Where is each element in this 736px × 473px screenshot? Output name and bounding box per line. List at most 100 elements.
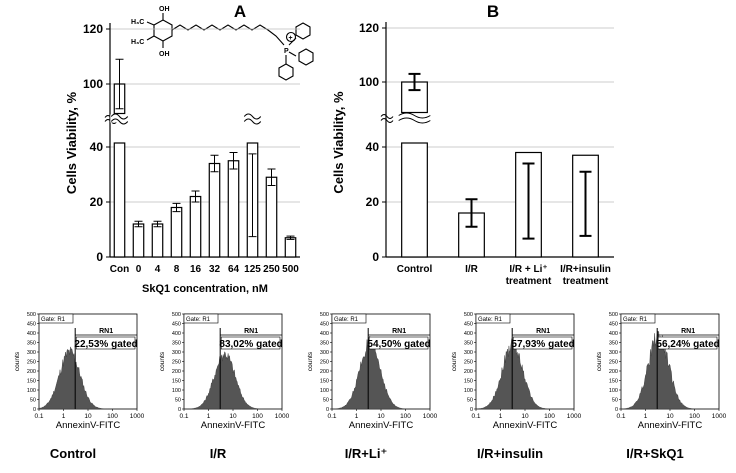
category-label: 0 [136, 264, 142, 275]
bar [132, 223, 145, 258]
x-tick-label: 1 [207, 413, 211, 420]
methyl-bottom-label: H₃C [131, 39, 144, 46]
x-axis-label: AnnexinV-FITC [201, 420, 266, 431]
y-axis-label: counts [14, 351, 21, 371]
histogram-panel: Gate: R1 RN1 57,93% gated 0 50 100 150 200 250 30… [451, 312, 582, 461]
bar-group [170, 202, 183, 258]
axis-break-mark [380, 114, 394, 119]
y-tick-label: 0 [615, 407, 618, 413]
gated-box [657, 336, 718, 350]
y-tick-label: 250 [464, 360, 473, 366]
category-label: 4 [155, 264, 161, 275]
bar [265, 176, 278, 258]
y-tick-label: 200 [320, 369, 329, 375]
x-tick-label: 10 [84, 413, 92, 420]
category-label: 16 [190, 264, 202, 275]
region-label: RN1 [392, 328, 406, 335]
category-label: Control [397, 264, 433, 275]
y-tick-label: 450 [27, 322, 36, 328]
x-tick-label: 10 [521, 413, 529, 420]
chart-a: 0 20 40 100 120 Cells Viability, % Con 0 4 8 16 32 6… [64, 22, 300, 295]
x-tick-label: 100 [252, 413, 263, 420]
y-tick-label: 250 [27, 360, 36, 366]
charge-label: + [289, 35, 293, 42]
methyl-top-label: H₃C [131, 19, 144, 26]
bar-group [243, 113, 262, 258]
y-tick-label: 400 [464, 331, 473, 337]
panel-a-title: A [234, 2, 246, 21]
bar-break-mark [110, 113, 129, 120]
y-tick-label: 400 [320, 331, 329, 337]
y-tick-label: 350 [320, 341, 329, 347]
bar-group [284, 235, 297, 258]
y-tick-label: 50 [175, 398, 181, 404]
y-tick-label: 100 [464, 388, 473, 394]
x-axis-label: AnnexinV-FITC [349, 420, 414, 431]
panel-b-title: B [487, 2, 499, 21]
y-axis-label: Cells Viability, % [331, 91, 346, 194]
y-tick-label: 350 [27, 341, 36, 347]
y-tick-label: 450 [464, 322, 473, 328]
gated-percent: 22,53% gated [74, 339, 137, 350]
category-label: treatment [506, 276, 552, 287]
y-tick-label: 400 [609, 331, 618, 337]
histogram-area [184, 351, 282, 410]
category-label: 32 [209, 264, 221, 275]
bar-group [515, 151, 542, 258]
y-tick-label: 100 [172, 388, 181, 394]
bar-group [572, 154, 599, 258]
x-tick-label: 100 [107, 413, 118, 420]
chart-b: 0 20 40 100 120 Cells Viability, % Control I/R I… [331, 21, 614, 287]
hydroxyl-top-label: OH [159, 6, 170, 13]
x-tick-label: 1000 [130, 413, 145, 420]
bar-break-gap [243, 114, 262, 123]
y-tick-label: 50 [467, 398, 473, 404]
y-tick-label: 50 [30, 398, 36, 404]
bar-break-mark [398, 117, 431, 124]
bar-break-mark [110, 118, 129, 125]
gated-percent: 56,24% gated [656, 339, 719, 350]
x-tick-label: 1 [499, 413, 503, 420]
y-tick-label: 50 [612, 398, 618, 404]
x-tick-label: 100 [544, 413, 555, 420]
category-label: 500 [282, 264, 299, 275]
gated-percent: 83,02% gated [219, 339, 282, 350]
x-axis-label: AnnexinV-FITC [56, 420, 121, 431]
category-label: I/R+insulin [560, 264, 611, 275]
category-label: I/R [465, 264, 479, 275]
bar [189, 195, 202, 258]
gate-box [475, 313, 511, 324]
category-label: 64 [228, 264, 240, 275]
y-tick-label: 300 [320, 350, 329, 356]
gated-box [75, 336, 136, 350]
y-tick-label: 350 [609, 341, 618, 347]
gate-label: Gate: R1 [334, 317, 359, 323]
gate-box [331, 313, 367, 324]
gated-box [220, 336, 281, 350]
y-tick-label: 120 [359, 21, 379, 35]
gate-label: Gate: R1 [41, 317, 66, 323]
y-tick-label: 300 [609, 350, 618, 356]
bar [151, 223, 164, 258]
y-tick-label: 450 [172, 322, 181, 328]
y-tick-label: 200 [609, 369, 618, 375]
y-tick-label: 200 [172, 369, 181, 375]
region-label: RN1 [536, 328, 550, 335]
y-axis-label: counts [307, 351, 314, 371]
y-tick-label: 450 [320, 322, 329, 328]
histogram-area [38, 346, 137, 410]
x-tick-label: 10 [229, 413, 237, 420]
bar-break-gap [110, 114, 129, 123]
gate-label: Gate: R1 [478, 317, 503, 323]
gated-percent: 57,93% gated [511, 339, 574, 350]
y-tick-label: 100 [27, 388, 36, 394]
bar-group [265, 168, 278, 258]
y-tick-label: 150 [609, 379, 618, 385]
y-tick-label: 400 [27, 331, 36, 337]
phosphorus-label: P [284, 48, 289, 55]
bar-break-mark [243, 113, 262, 120]
y-tick-label: 500 [172, 312, 181, 318]
bar-group [208, 154, 221, 258]
x-tick-label: 0.1 [327, 413, 336, 420]
y-tick-label: 200 [464, 369, 473, 375]
